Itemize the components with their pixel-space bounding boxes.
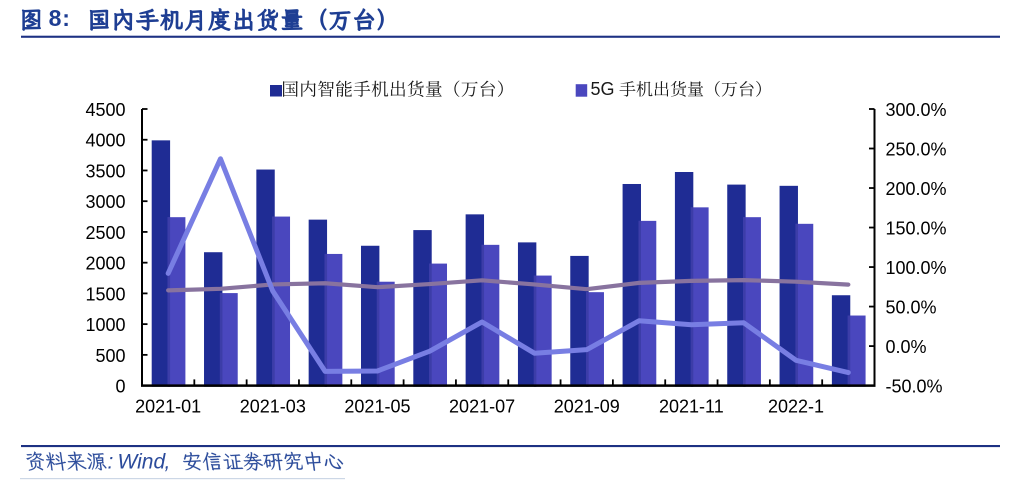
svg-text:2021-07: 2021-07	[449, 397, 515, 417]
svg-text:-50.0%: -50.0%	[886, 377, 943, 397]
svg-text:300.0%: 300.0%	[886, 100, 947, 120]
svg-text:50.0%: 50.0%	[886, 298, 937, 318]
svg-text:150.0%: 150.0%	[886, 219, 947, 239]
svg-text:3500: 3500	[85, 161, 125, 181]
svg-text:4500: 4500	[85, 100, 125, 120]
svg-text:1000: 1000	[85, 315, 125, 335]
svg-text:5G: 5G	[591, 79, 615, 99]
svg-text:2500: 2500	[85, 223, 125, 243]
svg-text:3000: 3000	[85, 192, 125, 212]
svg-text:0: 0	[115, 377, 125, 397]
svg-text:Wind: Wind	[118, 450, 167, 473]
svg-text:2021-01: 2021-01	[135, 397, 201, 417]
svg-text:250.0%: 250.0%	[886, 140, 947, 160]
svg-text:1500: 1500	[85, 284, 125, 304]
svg-text:4000: 4000	[85, 131, 125, 151]
svg-text:500: 500	[95, 346, 125, 366]
svg-text:2021-05: 2021-05	[344, 397, 410, 417]
svg-text:8: 8	[49, 5, 62, 31]
svg-text:200.0%: 200.0%	[886, 179, 947, 199]
svg-text:2021-03: 2021-03	[240, 397, 306, 417]
svg-text:2021-09: 2021-09	[554, 397, 620, 417]
svg-text::: :	[108, 450, 114, 473]
svg-text:100.0%: 100.0%	[886, 258, 947, 278]
svg-text:2000: 2000	[85, 254, 125, 274]
svg-text::: :	[62, 5, 70, 31]
svg-text:2022-1: 2022-1	[768, 397, 824, 417]
svg-text:0.0%: 0.0%	[886, 337, 927, 357]
svg-text:,: ,	[165, 450, 171, 473]
svg-text:2021-11: 2021-11	[659, 397, 724, 417]
